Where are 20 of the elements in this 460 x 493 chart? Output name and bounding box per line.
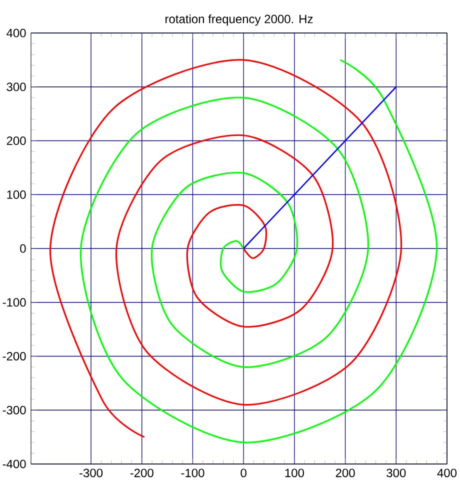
y-tick-label: -400 [2,460,26,468]
x-tick-label: 200 [336,468,355,478]
y-tick-label: 400 [6,28,26,38]
x-tick-label: 400 [437,468,457,478]
y-tick-label: 200 [6,136,26,146]
line-series [50,59,402,438]
x-tick-label: -300 [80,468,103,478]
y-tick-label: 100 [7,190,26,199]
y-tick-label: -200 [2,352,26,361]
x-tick-label: -200 [130,468,154,478]
x-tick-label: 300 [386,468,406,478]
y-tick-label: -300 [2,406,26,414]
x-tick-label: -100 [181,468,204,478]
x-tick-label: 0 [240,468,246,478]
chart-title: rotation frequency 2000. Hz [166,14,313,26]
y-tick-label: 300 [6,82,26,92]
x-tick-label: 100 [285,468,304,478]
line-series [80,59,438,444]
y-tick-label: -100 [2,298,26,307]
y-tick-label: 0 [20,244,26,253]
